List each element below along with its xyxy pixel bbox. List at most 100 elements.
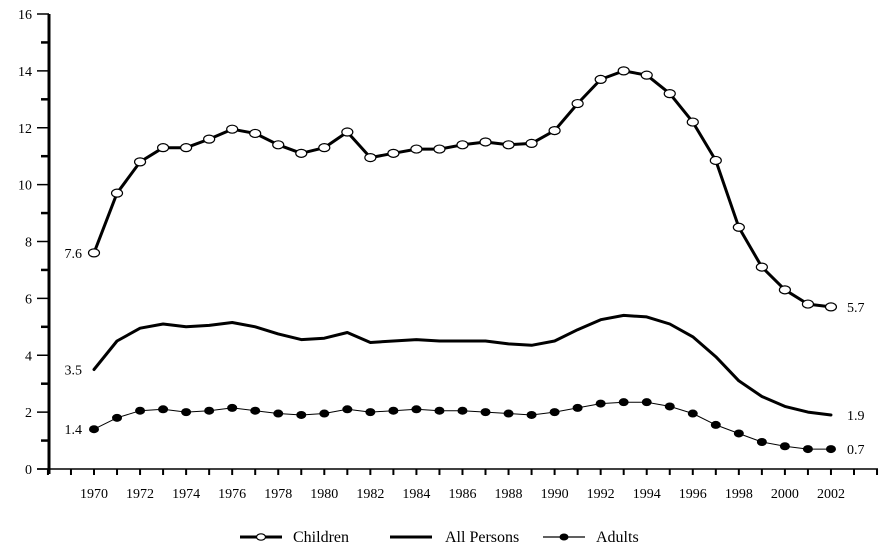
x-tick-label: 1994: [633, 487, 661, 502]
data-point-open-circle: [226, 124, 239, 134]
data-point-filled-circle: [319, 409, 330, 418]
data-point-open-circle: [456, 140, 469, 150]
data-point-open-circle: [110, 188, 124, 198]
data-point-open-circle: [410, 144, 423, 154]
data-point-open-circle: [755, 262, 768, 272]
data-point-open-circle: [709, 155, 722, 166]
y-tick-label: 4: [25, 349, 32, 364]
legend-label: All Persons: [445, 529, 519, 546]
x-tick-label: 1984: [402, 487, 430, 502]
data-point-filled-circle: [733, 429, 744, 438]
data-point-filled-circle: [756, 437, 767, 446]
data-point-filled-circle: [687, 409, 698, 418]
data-point-filled-circle: [342, 405, 353, 414]
data-point-open-circle: [663, 89, 676, 99]
data-point-filled-circle: [802, 445, 813, 454]
data-point-open-circle: [364, 153, 377, 163]
data-point-filled-circle: [388, 406, 399, 415]
data-point-filled-circle: [365, 408, 376, 417]
data-point-filled-circle: [204, 406, 215, 415]
data-point-filled-circle: [112, 413, 123, 422]
data-point-filled-circle: [434, 406, 445, 415]
data-point-open-circle: [571, 98, 584, 109]
x-tick-label: 1992: [587, 487, 615, 502]
series-start-label: 3.5: [65, 363, 83, 378]
legend-label: Children: [293, 529, 349, 546]
x-tick-label: 1976: [218, 487, 246, 502]
data-point-open-circle: [801, 299, 815, 309]
legend-item-adults: Adults: [543, 529, 639, 546]
legend-label: Adults: [596, 529, 639, 546]
data-point-filled-circle: [618, 398, 629, 407]
data-point-open-circle: [133, 157, 147, 167]
data-point-filled-circle: [273, 409, 284, 418]
y-tick-label: 6: [25, 292, 32, 307]
series-end-label: 5.7: [847, 301, 865, 316]
legend-item-all-persons: All Persons: [390, 529, 519, 546]
data-point-filled-circle: [296, 410, 307, 419]
data-point-open-circle: [640, 70, 653, 80]
x-tick-label: 1998: [725, 487, 753, 502]
data-point-filled-circle: [411, 405, 422, 414]
data-point-open-circle: [87, 248, 101, 258]
data-point-open-circle: [778, 285, 792, 295]
legend-item-children: Children: [240, 529, 349, 546]
y-tick-label: 0: [25, 463, 32, 478]
series-start-label: 1.4: [65, 423, 83, 438]
data-point-filled-circle: [457, 406, 468, 415]
data-point-filled-circle: [825, 445, 836, 454]
x-tick-label: 1986: [448, 487, 476, 502]
x-tick-label: 1974: [172, 487, 200, 502]
y-axis: 0 2 4 6 8 10 12 14 16: [18, 8, 51, 478]
series-children: [87, 66, 838, 312]
series-end-label: 1.9: [847, 409, 865, 424]
x-tick-label: 2002: [817, 487, 845, 502]
data-point-filled-circle: [503, 409, 514, 418]
data-point-open-circle: [203, 134, 216, 144]
y-tick-label: 2: [25, 406, 32, 421]
x-tick-label: 1982: [356, 487, 384, 502]
filled-circle-marker-icon: [559, 533, 569, 541]
data-point-filled-circle: [549, 408, 560, 417]
data-point-filled-circle: [480, 408, 491, 417]
data-point-open-circle: [272, 140, 285, 150]
series-line: [92, 313, 833, 417]
data-point-filled-circle: [227, 403, 238, 412]
series-adults: [89, 398, 836, 454]
data-point-open-circle: [318, 143, 331, 153]
legend: Children All Persons Adults: [240, 529, 639, 546]
series-layer: [87, 66, 838, 454]
data-point-filled-circle: [181, 408, 192, 417]
data-point-open-circle: [502, 140, 515, 150]
series-end-label: 0.7: [847, 443, 865, 458]
y-tick-label: 10: [18, 179, 32, 194]
x-tick-label: 1978: [264, 487, 292, 502]
data-point-filled-circle: [250, 406, 261, 415]
x-tick-label: 1996: [679, 487, 707, 502]
data-point-filled-circle: [641, 398, 652, 407]
open-circle-marker-icon: [255, 533, 267, 541]
data-point-filled-circle: [158, 405, 169, 414]
data-point-open-circle: [433, 144, 446, 154]
data-point-filled-circle: [595, 399, 606, 408]
data-point-open-circle: [295, 148, 308, 158]
x-tick-label: 1972: [126, 487, 154, 502]
data-point-open-circle: [156, 143, 170, 153]
data-point-filled-circle: [779, 442, 790, 451]
data-point-open-circle: [341, 127, 354, 137]
data-point-open-circle: [732, 222, 745, 232]
data-point-open-circle: [525, 138, 538, 148]
series-line: [92, 69, 833, 309]
series-all-persons: [92, 313, 833, 417]
x-tick-label: 1990: [541, 487, 569, 502]
series-value-labels: 7.6 5.7 3.5 1.9 1.4 0.7: [65, 247, 865, 458]
x-tick-label: 1988: [495, 487, 523, 502]
data-point-filled-circle: [89, 425, 99, 434]
data-point-filled-circle: [135, 406, 146, 415]
data-point-filled-circle: [710, 420, 721, 429]
y-tick-label: 8: [25, 236, 32, 251]
data-point-open-circle: [594, 74, 607, 85]
y-tick-label: 16: [18, 8, 32, 23]
data-point-open-circle: [617, 66, 630, 76]
y-tick-label: 14: [18, 65, 32, 80]
